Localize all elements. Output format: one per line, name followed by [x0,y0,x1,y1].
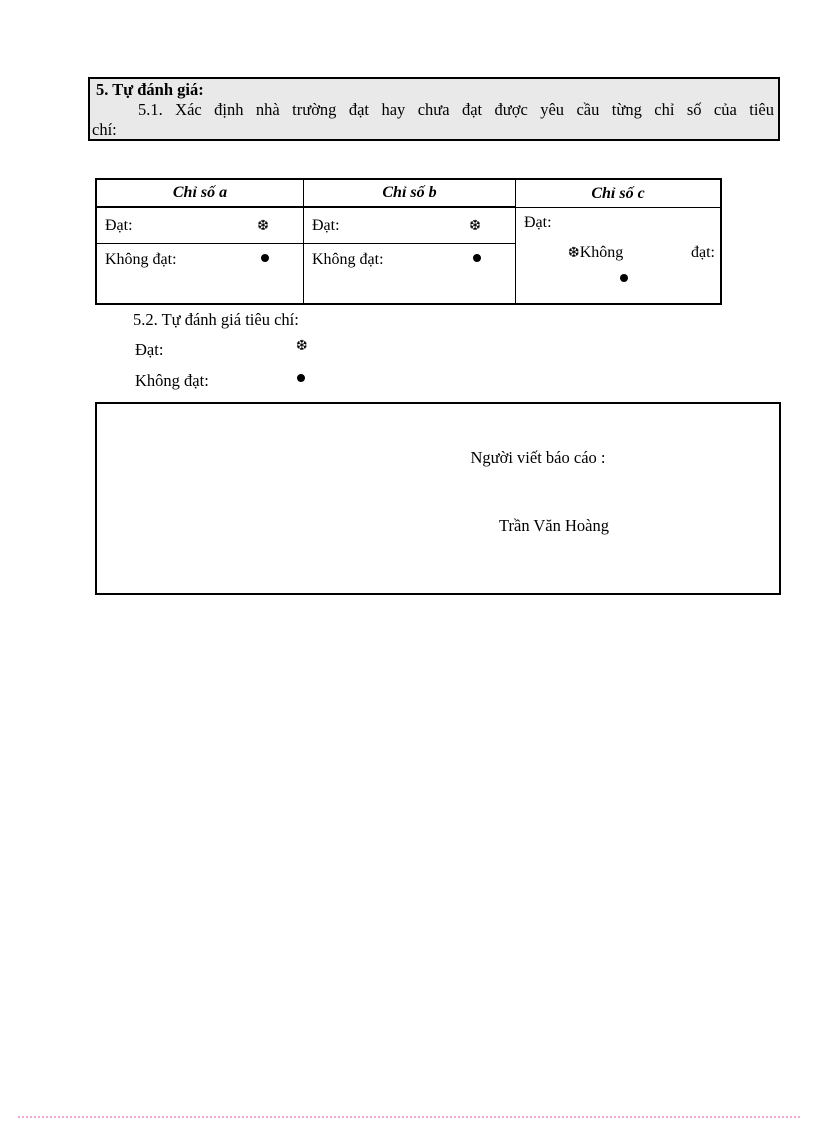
snowflake-icon: ❆ [257,217,269,234]
signature-role-label: Người viết báo cáo : [470,448,606,467]
section-5-heading: 5. Tự đánh giá: [96,80,204,99]
table-column-b: Chỉ số b Đạt: ❆ Không đạt: [304,180,516,303]
cell-circle-c [516,269,720,287]
section-5-box: 5. Tự đánh giá: 5.1. Xác định nhà trường… [88,77,780,141]
dat-label: Đạt: [105,216,133,234]
khong-dat-left-part: ❆ Không [568,244,623,262]
cell-dat-b: Đạt: ❆ [304,208,515,244]
dat-word: đạt: [691,244,715,261]
criteria-table: Chỉ số a Đạt: ❆ Không đạt: Chỉ số b Đạt:… [95,178,722,305]
signature-name: Trần Văn Hoàng [499,516,609,535]
snowflake-icon: ❆ [568,245,580,261]
page-boundary-marker [18,1116,800,1118]
table-header-chi-so-b: Chỉ số b [304,180,515,208]
table-column-c: Chỉ số c Đạt: ❆ Không đạt: [516,180,720,303]
circle-icon [261,254,269,262]
cell-khong-dat-b: Không đạt: [304,244,515,303]
cell-khong-dat-c: ❆ Không đạt: [516,244,720,262]
section-5-2-heading: 5.2. Tự đánh giá tiêu chí: [133,310,299,329]
khong-word: Không [579,244,624,261]
cell-khong-dat-a: Không đạt: [97,244,303,303]
cell-dat-c: Đạt: [524,214,552,231]
circle-icon [297,374,305,382]
khong-dat-label: Không đạt: [105,251,177,268]
table-header-chi-so-a: Chỉ số a [97,180,303,208]
table-header-chi-so-c: Chỉ số c [516,180,720,208]
snowflake-icon: ❆ [469,217,481,234]
snowflake-icon: ❆ [296,338,308,354]
circle-icon [473,254,481,262]
dat-label: Đạt: [312,216,340,234]
khong-dat-label: Không đạt: [135,371,209,390]
circle-icon [620,274,628,282]
paragraph-5-1-line2: chí: [92,120,117,139]
signature-box: Người viết báo cáo : Trần Văn Hoàng [95,402,781,595]
paragraph-5-1-line1: 5.1. Xác định nhà trường đạt hay chưa đạ… [138,100,774,119]
cell-dat-a: Đạt: ❆ [97,208,303,244]
table-column-a: Chỉ số a Đạt: ❆ Không đạt: [97,180,304,303]
dat-label: Đạt: [135,340,164,359]
khong-dat-label: Không đạt: [312,251,384,268]
